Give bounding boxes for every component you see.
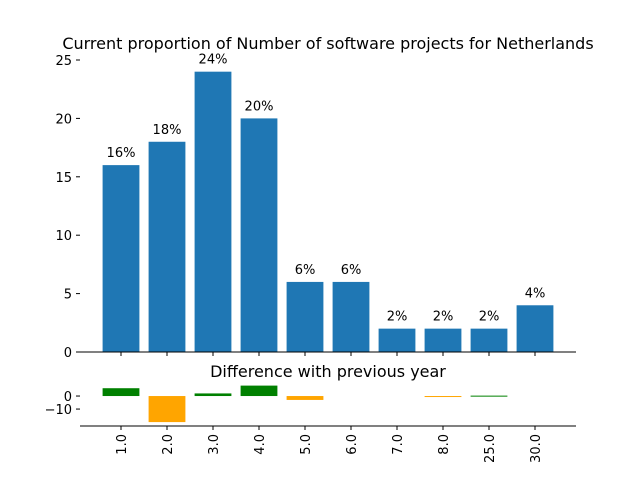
x-tick-label-30.0: 30.0: [529, 434, 544, 463]
bottom-y-tick-label: 0: [64, 390, 72, 405]
top-bar-30.0: [516, 305, 554, 352]
top-bar-7.0: [378, 328, 416, 352]
top-bar-label-25.0: 2%: [479, 310, 500, 325]
diff-bar-5.0: [286, 396, 324, 400]
diff-bar-2.0: [148, 396, 186, 423]
top-chart-plot: 16% 18% 24% 20% 6% 6% 2% 2% 2% 4% 0 5 10 15 20 25: [55, 53, 576, 361]
top-bar-label-3.0: 24%: [199, 53, 228, 68]
x-tick-label-6.0: 6.0: [345, 434, 360, 455]
top-bar-25.0: [470, 328, 508, 352]
top-bar-label-30.0: 4%: [525, 286, 546, 301]
top-bar-label-8.0: 2%: [433, 310, 454, 325]
top-bar-5.0: [286, 281, 324, 352]
x-tick-label-7.0: 7.0: [391, 434, 406, 455]
x-tick-label-25.0: 25.0: [483, 434, 498, 463]
diff-bar-8.0: [424, 396, 462, 398]
top-bar-8.0: [424, 328, 462, 352]
x-tick-label-5.0: 5.0: [299, 434, 314, 455]
top-bar-label-7.0: 2%: [387, 310, 408, 325]
top-chart-title: Current proportion of Number of software…: [62, 34, 593, 53]
top-bar-1.0: [102, 165, 140, 352]
diff-bar-1.0: [102, 388, 140, 397]
top-bar-6.0: [332, 281, 370, 352]
x-tick-label-2.0: 2.0: [161, 434, 176, 455]
top-bar-2.0: [148, 141, 186, 352]
top-y-tick-label: 20: [55, 112, 72, 127]
top-y-tick-label: 10: [55, 229, 72, 244]
top-bar-label-6.0: 6%: [341, 263, 362, 278]
diff-bar-25.0: [470, 395, 508, 397]
diff-bar-4.0: [240, 385, 278, 397]
top-bar-label-5.0: 6%: [295, 263, 316, 278]
top-y-tick-label: 25: [55, 54, 72, 69]
bottom-y-tick-label: −10: [45, 403, 72, 418]
top-bar-3.0: [194, 71, 232, 353]
top-bar-label-1.0: 16%: [107, 146, 136, 161]
top-y-tick-label: 5: [64, 288, 72, 303]
x-tick-label-8.0: 8.0: [437, 434, 452, 455]
top-y-tick-label: 0: [64, 346, 72, 361]
x-tick-label-1.0: 1.0: [115, 434, 130, 455]
top-bar-label-2.0: 18%: [153, 123, 182, 138]
top-bar-4.0: [240, 118, 278, 353]
top-bar-label-4.0: 20%: [245, 99, 274, 114]
x-tick-label-3.0: 3.0: [207, 434, 222, 455]
bottom-chart-plot: 0−10 1.0 2.0 3.0 4.0 5.0 6.0 7.0 8.0 25.0 30.0: [45, 385, 576, 463]
top-y-tick-label: 15: [55, 171, 72, 186]
diff-bar-3.0: [194, 393, 232, 397]
x-tick-label-4.0: 4.0: [253, 434, 268, 455]
bottom-chart-title: Difference with previous year: [210, 362, 446, 381]
